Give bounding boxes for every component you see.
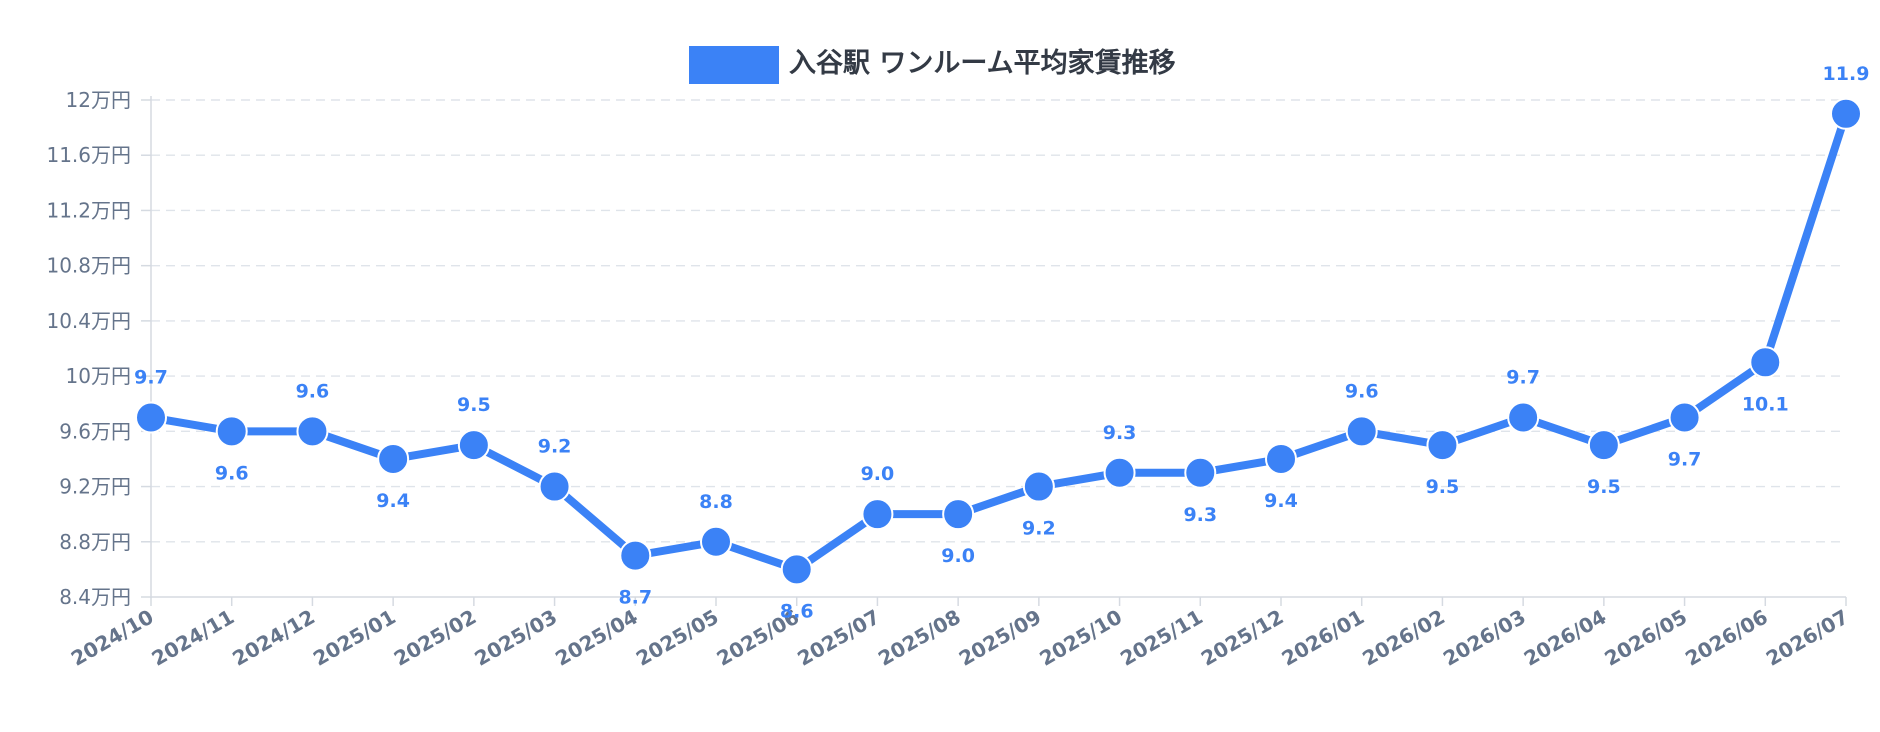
data-point[interactable]: [377, 442, 410, 475]
data-point[interactable]: [780, 553, 813, 586]
data-point[interactable]: [1265, 442, 1297, 475]
data-point[interactable]: [1749, 346, 1782, 379]
data-point[interactable]: [1830, 97, 1862, 130]
x-tick-label: 2025/11: [1116, 605, 1207, 671]
y-tick-label: 12万円: [66, 88, 131, 112]
data-label: 9.2: [538, 436, 572, 458]
data-label: 9.4: [376, 490, 410, 512]
data-point[interactable]: [457, 429, 490, 462]
data-label: 9.5: [1587, 476, 1621, 498]
x-tick-label: 2025/04: [551, 605, 642, 671]
data-label: 9.7: [1506, 367, 1540, 389]
data-label: 9.7: [1668, 449, 1702, 471]
legend-label[interactable]: 入谷駅 ワンルーム平均家賃推移: [789, 47, 1176, 79]
data-point[interactable]: [538, 470, 571, 503]
y-tick-label: 9.6万円: [59, 419, 131, 443]
series-line: [147, 109, 1850, 574]
y-tick-label: 8.8万円: [59, 530, 131, 554]
data-label: 9.5: [457, 394, 491, 416]
y-tick-label: 8.4万円: [59, 585, 131, 609]
y-tick-label: 10.8万円: [46, 254, 131, 278]
x-tick-label: 2024/12: [228, 605, 319, 671]
y-tick-label: 11.2万円: [46, 198, 131, 222]
x-tick-label: 2026/04: [1520, 605, 1611, 671]
data-label: 9.6: [1345, 380, 1379, 402]
x-tick-label: 2026/02: [1358, 605, 1449, 671]
y-tick-label: 10.4万円: [46, 309, 131, 333]
data-label: 9.0: [861, 463, 895, 485]
data-point[interactable]: [1184, 456, 1217, 489]
data-point[interactable]: [861, 498, 894, 531]
x-tick-label: 2025/09: [955, 605, 1046, 671]
gridlines: [151, 99, 1846, 543]
x-tick-label: 2025/12: [1197, 605, 1288, 671]
x-tick-label: 2025/05: [632, 605, 723, 671]
data-label: 9.4: [1264, 490, 1298, 512]
data-label: 11.9: [1823, 63, 1870, 85]
x-tick-label: 2026/05: [1600, 605, 1691, 671]
data-point[interactable]: [1022, 470, 1055, 503]
x-tick-label: 2026/06: [1681, 605, 1772, 671]
data-label: 9.3: [1103, 422, 1137, 444]
data-label: 9.0: [941, 545, 975, 567]
data-point[interactable]: [1507, 401, 1540, 434]
data-label: 9.6: [296, 380, 330, 402]
x-axis-ticks: 2024/102024/112024/122025/012025/022025/…: [67, 597, 1853, 671]
data-label: 10.1: [1742, 393, 1789, 415]
x-tick-label: 2025/03: [470, 605, 561, 671]
y-tick-label: 10万円: [66, 364, 131, 388]
data-point[interactable]: [135, 401, 167, 434]
x-tick-label: 2025/02: [390, 605, 481, 671]
y-axis-ticks: 8.4万円 8.8万円 9.2万円 9.6万円 10万円 10.4万円 10.8万円 11.2…: [46, 88, 151, 609]
data-point[interactable]: [1587, 429, 1620, 462]
data-labels: 9.7 9.6 9.6 9.4 9.5 9.2 8.7 8.8 8.6 9.0 9.0 9.2 9.3 9…: [134, 63, 1869, 623]
x-tick-label: 2026/01: [1278, 605, 1369, 671]
data-label: 9.5: [1426, 476, 1460, 498]
data-point[interactable]: [619, 539, 652, 572]
data-label: 8.7: [618, 587, 652, 609]
y-tick-label: 9.2万円: [59, 475, 131, 499]
data-label: 9.6: [215, 462, 249, 484]
data-point[interactable]: [215, 415, 248, 448]
series-rent: [135, 97, 1862, 586]
data-point[interactable]: [296, 415, 329, 448]
data-point[interactable]: [1103, 456, 1136, 489]
x-tick-label: 2025/08: [874, 605, 965, 671]
data-point[interactable]: [700, 525, 732, 558]
x-tick-label: 2024/10: [67, 605, 158, 671]
data-label: 8.8: [699, 491, 733, 513]
x-tick-label: 2024/11: [148, 605, 239, 671]
legend-swatch[interactable]: [689, 46, 779, 84]
x-tick-label: 2025/01: [309, 605, 400, 671]
data-label: 9.7: [134, 367, 168, 389]
data-point[interactable]: [1426, 429, 1459, 462]
x-tick-label: 2025/10: [1035, 605, 1126, 671]
data-label: 8.6: [780, 600, 814, 622]
data-point[interactable]: [1668, 401, 1701, 434]
x-tick-label: 2026/03: [1439, 605, 1530, 671]
data-point[interactable]: [942, 498, 975, 531]
x-tick-label: 2026/07: [1762, 605, 1853, 671]
legend[interactable]: 入谷駅 ワンルーム平均家賃推移: [689, 46, 1176, 84]
data-label: 9.2: [1022, 518, 1056, 540]
y-tick-label: 11.6万円: [46, 143, 131, 167]
data-point[interactable]: [1345, 415, 1378, 448]
data-label: 9.3: [1183, 504, 1217, 526]
